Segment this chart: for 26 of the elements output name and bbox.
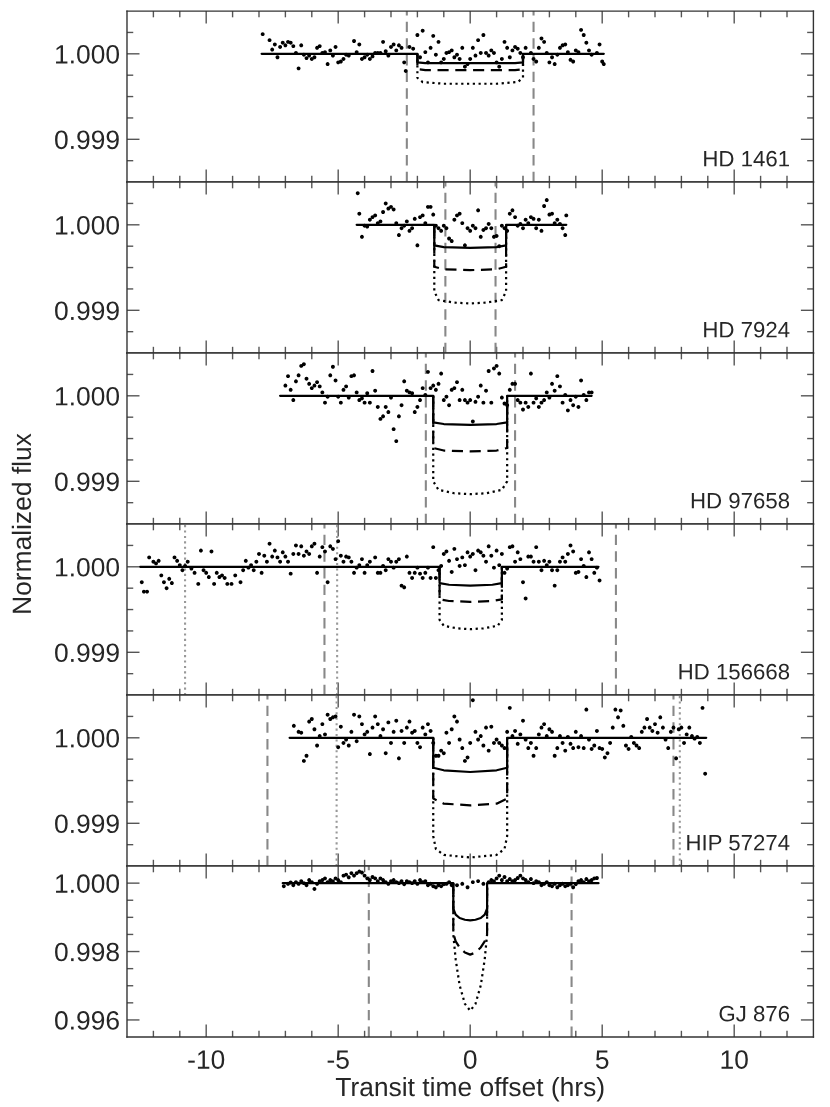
y-tick-label: 1.000	[56, 44, 120, 64]
y-tick-label: 1.000	[56, 386, 120, 406]
y-tick-label: 0.996	[55, 1011, 119, 1030]
x-tick-label: 0	[463, 1050, 477, 1069]
x-axis-title: Transit time offset (hrs)	[335, 1076, 604, 1102]
y-axis-title: Normalized flux	[11, 433, 32, 613]
text: HIP 57274	[687, 834, 790, 851]
text: HD 97658	[691, 492, 790, 509]
y-tick-label: 0.999	[55, 472, 119, 492]
y-tick-label: 0.999	[55, 814, 119, 834]
x-tick-label: -10	[188, 1050, 225, 1069]
y-tick-label: 1.000	[56, 215, 120, 235]
y-tick-label: 0.999	[55, 301, 119, 321]
text: GJ 876	[719, 1005, 790, 1022]
y-tick-label: 0.999	[55, 643, 119, 663]
y-tick-label: 1.000	[56, 557, 120, 577]
y-tick-label: 0.999	[55, 130, 119, 150]
x-tick-label: 10	[721, 1050, 748, 1069]
y-tick-label: 1.000	[56, 728, 120, 748]
text: HD 7924	[704, 321, 790, 338]
x-tick-label: -5	[327, 1050, 349, 1069]
text: HD 1461	[704, 150, 789, 167]
y-tick-label: 0.998	[55, 942, 119, 962]
text: HD 156668	[679, 663, 790, 680]
x-tick-label: 5	[595, 1050, 609, 1069]
y-tick-label: 1.000	[56, 874, 120, 893]
